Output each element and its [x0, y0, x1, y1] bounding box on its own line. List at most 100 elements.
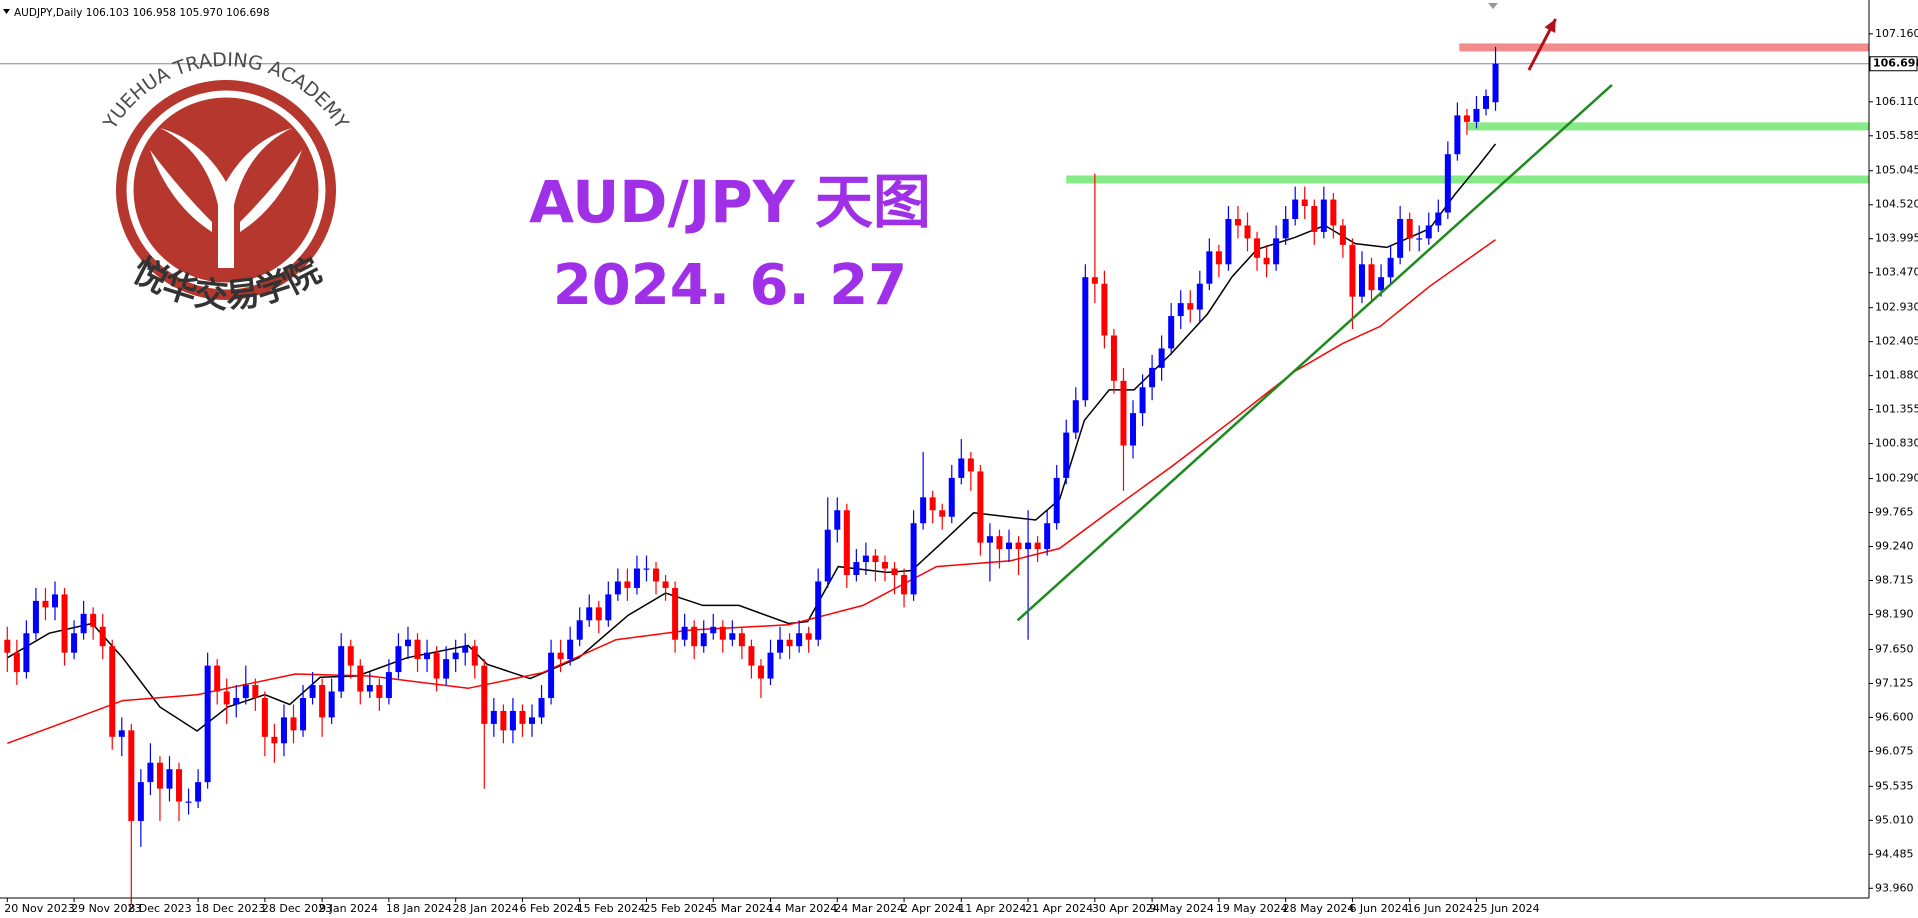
trendline: [1016, 84, 1613, 622]
candle-body: [1320, 199, 1327, 232]
logo-leaf: [150, 150, 302, 232]
candle-body: [414, 639, 421, 660]
candle-body: [1387, 257, 1394, 278]
candle-body: [738, 633, 745, 647]
candle-body: [42, 600, 49, 608]
x-tick-label: 28 May 2024: [1283, 902, 1355, 915]
candle-body: [948, 477, 955, 517]
candle-body: [986, 536, 993, 543]
candle-body: [1072, 400, 1079, 433]
candle-body: [643, 568, 650, 570]
x-tick-label: 16 Jun 2024: [1407, 902, 1473, 915]
candle-body: [1168, 316, 1175, 349]
y-tick-label: 101.880: [1875, 369, 1918, 382]
candle-body: [1091, 277, 1098, 284]
candle-body: [1015, 542, 1022, 550]
candle-body: [1330, 199, 1337, 226]
x-tick-label: 25 Jun 2024: [1473, 902, 1539, 915]
candle-body: [1130, 413, 1137, 446]
candle-body: [1349, 244, 1356, 297]
candle-body: [1263, 257, 1270, 265]
candle-body: [4, 639, 11, 653]
candle-body: [529, 717, 535, 724]
moving-average: [7, 239, 1496, 745]
candle-body: [424, 652, 431, 660]
candle-body: [1215, 251, 1222, 265]
candle-body: [1234, 218, 1241, 226]
candle-body: [23, 633, 30, 673]
y-tick-label: 106.110: [1875, 95, 1918, 108]
candle-body: [328, 691, 335, 718]
candle-body: [710, 626, 717, 634]
candle-body: [1416, 238, 1423, 240]
y-tick-label: 100.830: [1875, 437, 1918, 450]
candle-body: [815, 581, 822, 640]
candle-body: [223, 691, 230, 705]
candle-body: [109, 646, 116, 737]
candle-body: [1368, 264, 1375, 291]
x-tick-label: 6 Jun 2024: [1349, 902, 1408, 915]
candle-body: [910, 523, 917, 595]
candle-body: [319, 685, 326, 718]
candle-body: [1397, 218, 1404, 258]
candle-body: [52, 594, 58, 608]
candle-body: [576, 620, 583, 640]
candle-body: [538, 697, 545, 718]
y-tick-label: 105.045: [1875, 164, 1918, 177]
last-price-label: 106.698: [1873, 57, 1918, 70]
y-tick-label: 94.485: [1875, 847, 1914, 860]
candle-body: [1406, 218, 1413, 239]
logo-y: [160, 128, 292, 268]
candle-body: [881, 562, 888, 569]
candle-body: [509, 710, 516, 731]
candle-body: [1139, 387, 1146, 414]
candle-body: [490, 710, 497, 724]
candle-body: [185, 801, 192, 803]
y-tick-label: 99.240: [1875, 540, 1914, 553]
candle-body: [1177, 303, 1184, 317]
moving-average: [6, 143, 1497, 732]
x-tick-label: 29 Nov 2023: [71, 902, 141, 915]
arrow-head: [1544, 18, 1556, 33]
candle-body: [1311, 206, 1318, 232]
y-tick-label: 96.075: [1875, 744, 1914, 757]
candle-body: [471, 646, 478, 666]
candle-body: [147, 762, 154, 783]
x-tick-label: 9 May 2024: [1149, 902, 1214, 915]
candle-body: [633, 568, 640, 588]
candle-body: [700, 633, 707, 647]
candle-body: [1282, 218, 1289, 239]
candle-body: [242, 685, 249, 698]
candle-body: [719, 626, 726, 640]
candle-body: [376, 685, 383, 698]
candle-body: [872, 555, 879, 563]
y-tick-label: 107.160: [1875, 27, 1918, 40]
candle-body: [166, 769, 173, 789]
candle-body: [32, 600, 39, 634]
candle-body: [309, 685, 316, 698]
candle-body: [586, 607, 593, 621]
candle-body: [1206, 251, 1213, 284]
candle-body: [99, 626, 106, 647]
x-tick-label: 21 Apr 2024: [1025, 902, 1093, 915]
candle-body: [1254, 238, 1261, 258]
x-tick-label: 6 Feb 2024: [519, 902, 580, 915]
candle-body: [939, 510, 946, 517]
candle-body: [929, 497, 936, 511]
candle-body: [443, 659, 450, 679]
candle-body: [605, 594, 612, 621]
candle-body: [557, 652, 564, 660]
level-band: [1466, 122, 1869, 131]
candle-body: [996, 536, 1003, 550]
candle-body: [1053, 477, 1060, 524]
y-tick-label: 95.535: [1875, 779, 1914, 792]
candle-body: [90, 613, 97, 627]
candle-body: [1244, 225, 1251, 239]
candle-body: [796, 633, 803, 647]
candle-body: [1225, 218, 1232, 265]
candle-body: [862, 555, 869, 563]
y-tick-label: 99.765: [1875, 506, 1914, 519]
x-tick-label: 20 Nov 2023: [4, 902, 74, 915]
candle-body: [1358, 264, 1365, 297]
